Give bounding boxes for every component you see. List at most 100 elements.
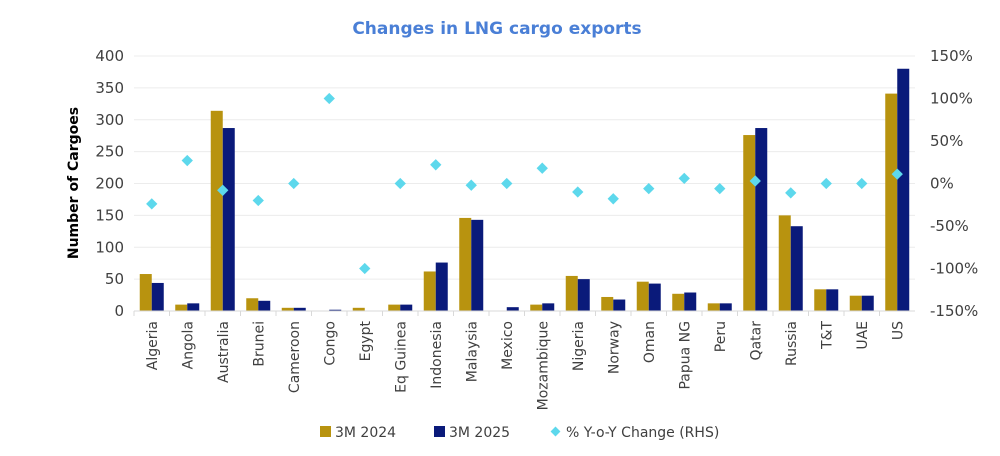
category-label: UAE bbox=[855, 321, 871, 350]
bar-3m-2024-eq-guinea bbox=[388, 304, 401, 311]
yoy-points bbox=[146, 92, 903, 275]
yoy-point-us bbox=[891, 168, 903, 180]
category-label: Algeria bbox=[145, 321, 161, 370]
legend-swatch-yoy bbox=[550, 426, 561, 437]
yoy-point-nigeria bbox=[572, 186, 584, 198]
category-label: Angola bbox=[180, 321, 196, 369]
yoy-point-t-t bbox=[820, 177, 832, 190]
bars bbox=[133, 68, 910, 316]
right-axis-ticks: -150% -100% -50% 0% 50% 100% 150% bbox=[930, 47, 978, 320]
bar-3m-2024-qatar bbox=[743, 135, 756, 311]
yoy-point-congo bbox=[323, 92, 335, 105]
y2-tick-label: 150% bbox=[930, 47, 973, 65]
bar-3m-2025-oman bbox=[648, 283, 661, 311]
bar-3m-2025-mozambique bbox=[542, 303, 555, 311]
bar-3m-2024-cameroon bbox=[281, 307, 294, 311]
bar-3m-2024-t-t bbox=[814, 289, 827, 311]
category-label: Egypt bbox=[358, 321, 374, 362]
category-label: Malaysia bbox=[464, 321, 480, 382]
category-labels: Algeria Angola Australia Brunei Cameroon Cong… bbox=[145, 321, 907, 411]
yoy-point-russia bbox=[785, 187, 797, 199]
yoy-point-peru bbox=[714, 182, 726, 195]
y-tick-label: 400 bbox=[95, 47, 124, 65]
y-tick-label: 50 bbox=[105, 270, 124, 288]
bar-3m-2025-uae bbox=[861, 295, 874, 311]
legend-label-2025: 3M 2025 bbox=[449, 425, 510, 441]
category-label: Indonesia bbox=[429, 321, 445, 389]
bar-3m-2024-us bbox=[885, 93, 898, 311]
bar-3m-2025-australia bbox=[222, 128, 235, 311]
category-label: Qatar bbox=[748, 321, 764, 361]
bar-3m-2025-brunei bbox=[258, 300, 271, 311]
bar-3m-2025-eq-guinea bbox=[400, 304, 413, 311]
yoy-point-oman bbox=[643, 182, 655, 195]
category-label: Oman bbox=[642, 321, 658, 363]
y2-tick-label: -100% bbox=[930, 260, 978, 278]
category-label: T&T bbox=[819, 321, 835, 350]
bar-3m-2025-algeria bbox=[151, 282, 164, 311]
legend-label-yoy: % Y-o-Y Change (RHS) bbox=[566, 425, 719, 441]
yoy-point-mozambique bbox=[536, 162, 548, 174]
legend-label-2024: 3M 2024 bbox=[335, 425, 396, 441]
bar-3m-2024-peru bbox=[707, 303, 720, 311]
y-tick-label: 0 bbox=[114, 302, 124, 320]
bar-3m-2025-t-t bbox=[826, 289, 839, 311]
yoy-point-papua-ng bbox=[678, 172, 690, 185]
category-label: Congo bbox=[322, 321, 338, 366]
category-label: Eq Guinea bbox=[393, 321, 409, 393]
y2-tick-label: 50% bbox=[930, 132, 963, 150]
category-label: Brunei bbox=[251, 321, 267, 367]
bar-3m-2025-papua-ng bbox=[684, 292, 697, 311]
category-label: Mozambique bbox=[535, 321, 551, 410]
yoy-point-eq-guinea bbox=[394, 177, 406, 190]
y-tick-label: 350 bbox=[95, 79, 124, 97]
yoy-point-algeria bbox=[146, 198, 158, 210]
yoy-point-malaysia bbox=[465, 179, 477, 191]
bar-3m-2025-angola bbox=[187, 303, 200, 311]
bar-3m-2025-malaysia bbox=[471, 219, 484, 311]
bar-3m-2024-russia bbox=[778, 215, 791, 311]
chart-title: Changes in LNG cargo exports bbox=[352, 19, 641, 39]
bar-3m-2024-indonesia bbox=[423, 271, 436, 311]
y-tick-label: 250 bbox=[95, 143, 124, 161]
bar-3m-2025-mexico bbox=[506, 307, 519, 311]
category-label: Nigeria bbox=[571, 321, 587, 371]
category-label: Russia bbox=[784, 321, 800, 366]
yoy-point-indonesia bbox=[430, 159, 442, 171]
category-label: Mexico bbox=[500, 321, 516, 370]
category-label: Norway bbox=[606, 321, 622, 374]
y2-tick-label: 0% bbox=[930, 175, 954, 193]
bar-3m-2024-oman bbox=[636, 281, 649, 311]
yoy-point-australia bbox=[217, 184, 229, 196]
y2-tick-label: 100% bbox=[930, 90, 973, 108]
bar-3m-2025-peru bbox=[719, 303, 732, 311]
legend-swatch-2025 bbox=[434, 426, 445, 437]
gridlines bbox=[134, 55, 915, 280]
y-tick-label: 200 bbox=[95, 175, 124, 193]
yoy-point-qatar bbox=[749, 175, 761, 187]
category-label: Papua NG bbox=[677, 321, 693, 390]
y-tick-label: 150 bbox=[95, 206, 124, 224]
bar-3m-2024-brunei bbox=[246, 298, 259, 311]
category-label: Peru bbox=[713, 321, 729, 352]
y-tick-label: 100 bbox=[95, 238, 124, 256]
y-axis-label: Number of Cargoes bbox=[66, 107, 82, 259]
bar-3m-2024-papua-ng bbox=[672, 293, 685, 311]
yoy-point-cameroon bbox=[288, 177, 300, 190]
yoy-point-egypt bbox=[359, 262, 371, 275]
category-label: Australia bbox=[216, 321, 232, 383]
y2-tick-label: -150% bbox=[930, 302, 978, 320]
yoy-point-mexico bbox=[501, 177, 513, 190]
bar-3m-2024-australia bbox=[210, 110, 223, 311]
bar-3m-2024-uae bbox=[849, 295, 862, 311]
category-label: Cameroon bbox=[287, 321, 303, 393]
yoy-point-angola bbox=[181, 154, 193, 167]
legend: 3M 2024 3M 2025 % Y-o-Y Change (RHS) bbox=[320, 425, 719, 441]
bar-3m-2024-algeria bbox=[139, 274, 152, 311]
bar-3m-2024-nigeria bbox=[565, 275, 578, 311]
y-tick-label: 300 bbox=[95, 111, 124, 129]
bar-3m-2024-malaysia bbox=[459, 217, 472, 311]
yoy-point-uae bbox=[856, 177, 868, 190]
bar-3m-2025-nigeria bbox=[577, 279, 590, 311]
